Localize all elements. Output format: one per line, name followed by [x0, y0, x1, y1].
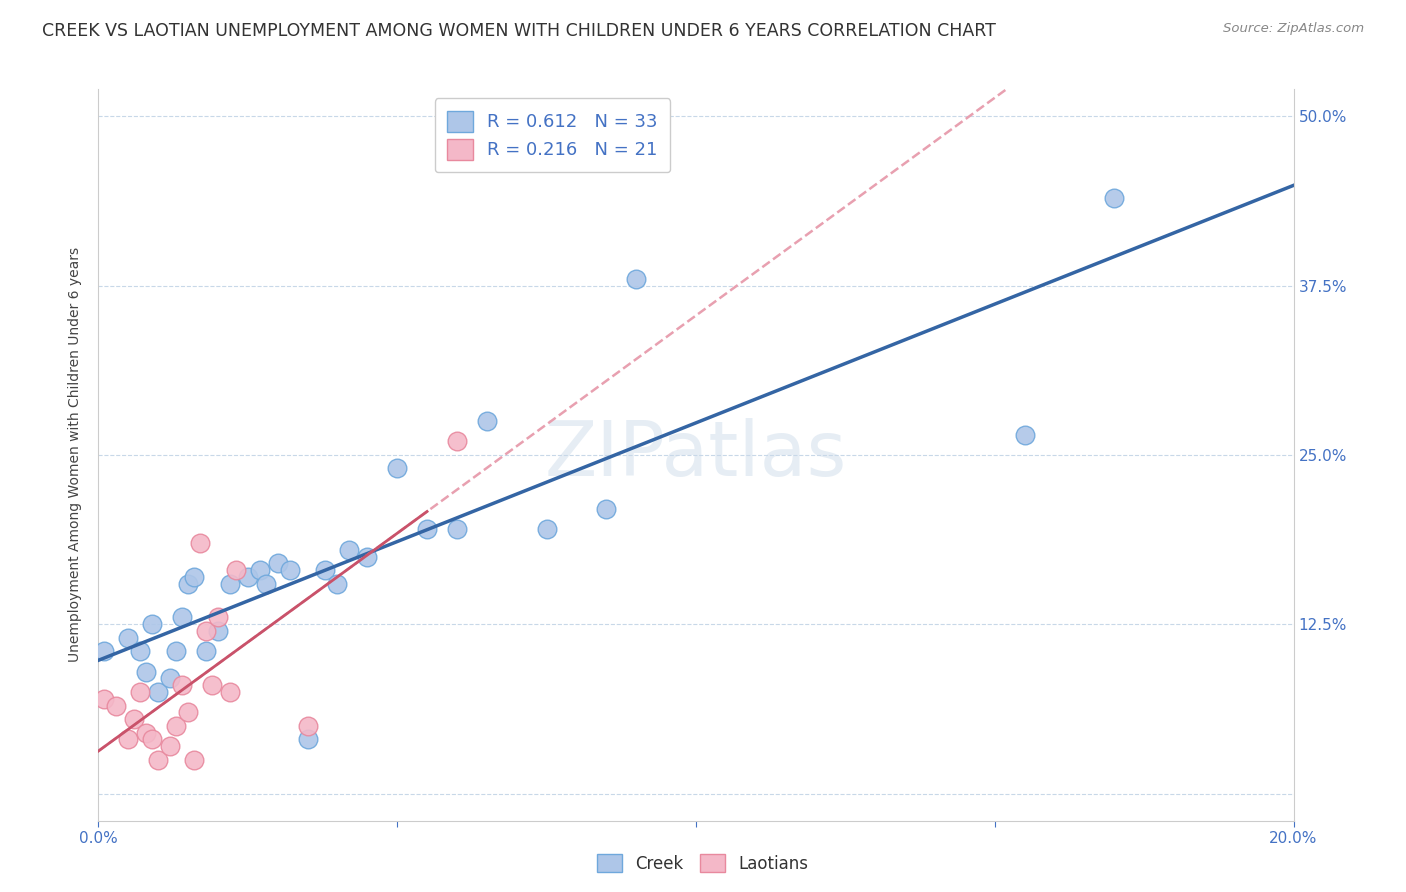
Point: [1104, 190, 1126, 204]
Point: [207, 610, 229, 624]
Point: [1014, 427, 1036, 442]
Point: [135, 665, 157, 679]
Point: [117, 631, 139, 645]
Point: [183, 570, 205, 584]
Point: [249, 563, 271, 577]
Text: ZIPatlas: ZIPatlas: [544, 418, 848, 491]
Y-axis label: Unemployment Among Women with Children Under 6 years: Unemployment Among Women with Children U…: [69, 247, 83, 663]
Point: [172, 678, 194, 692]
Point: [141, 617, 163, 632]
Point: [117, 732, 139, 747]
Point: [475, 414, 498, 428]
Point: [297, 719, 319, 733]
Point: [195, 624, 218, 638]
Point: [356, 549, 378, 564]
Point: [93, 691, 115, 706]
Point: [207, 624, 229, 638]
Point: [536, 523, 558, 537]
Point: [254, 576, 277, 591]
Point: [172, 610, 194, 624]
Point: [177, 576, 200, 591]
Point: [219, 685, 242, 699]
Point: [225, 563, 247, 577]
Point: [105, 698, 128, 713]
Point: [93, 644, 115, 658]
Point: [165, 719, 187, 733]
Text: Source: ZipAtlas.com: Source: ZipAtlas.com: [1223, 22, 1364, 36]
Legend: Creek, Laotians: Creek, Laotians: [591, 847, 815, 880]
Point: [124, 712, 146, 726]
Point: [148, 685, 170, 699]
Point: [446, 434, 468, 449]
Point: [159, 739, 181, 753]
Point: [188, 536, 211, 550]
Point: [129, 685, 152, 699]
Legend: R = 0.612   N = 33, R = 0.216   N = 21: R = 0.612 N = 33, R = 0.216 N = 21: [434, 98, 671, 172]
Text: CREEK VS LAOTIAN UNEMPLOYMENT AMONG WOMEN WITH CHILDREN UNDER 6 YEARS CORRELATIO: CREEK VS LAOTIAN UNEMPLOYMENT AMONG WOME…: [42, 22, 995, 40]
Point: [267, 556, 290, 570]
Point: [236, 570, 259, 584]
Point: [195, 644, 218, 658]
Point: [315, 563, 337, 577]
Point: [326, 576, 349, 591]
Point: [141, 732, 163, 747]
Point: [416, 523, 439, 537]
Point: [135, 725, 157, 739]
Point: [148, 753, 170, 767]
Point: [159, 672, 181, 686]
Point: [626, 272, 648, 286]
Point: [595, 502, 617, 516]
Point: [339, 542, 360, 557]
Point: [219, 576, 242, 591]
Point: [177, 706, 200, 720]
Point: [183, 753, 205, 767]
Point: [129, 644, 152, 658]
Point: [165, 644, 187, 658]
Point: [297, 732, 319, 747]
Point: [278, 563, 301, 577]
Point: [385, 461, 409, 475]
Point: [446, 523, 468, 537]
Point: [201, 678, 224, 692]
